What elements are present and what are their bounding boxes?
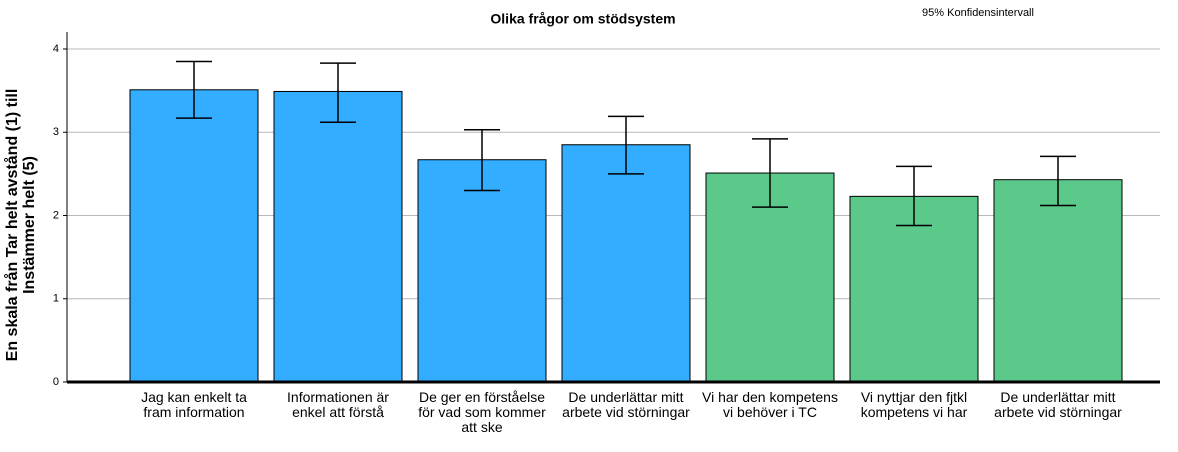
chart-title: Olika frågor om stödsystem — [490, 11, 675, 27]
bar — [273, 90, 403, 383]
y-tick-label: 2 — [53, 209, 59, 221]
x-tick-label: Jag kan enkelt ta fram information — [141, 390, 247, 420]
bar — [849, 195, 979, 383]
x-tick-label: Vi nyttjar den fjtkl kompetens vi har — [860, 390, 968, 420]
error-bar — [608, 115, 644, 175]
annotation: 95% Konfidensintervall — [922, 7, 1034, 19]
x-tick-label-box: De ger en förståelse för vad som kommer … — [418, 390, 546, 435]
y-tick-label: 1 — [53, 293, 59, 305]
error-bar — [1040, 155, 1076, 207]
x-tick-label: De underlättar mitt arbete vid störninga… — [994, 390, 1122, 420]
y-tick-label: 4 — [53, 43, 59, 55]
y-tick-label: 3 — [53, 126, 59, 138]
x-tick-label: Vi har den kompetens vi behöver i TC — [702, 390, 838, 420]
x-tick-label: Informationen är enkel att förstå — [287, 390, 389, 420]
y-axis-label: En skala från Tar helt avstånd (1) till … — [4, 88, 38, 362]
bar — [417, 159, 547, 383]
x-tick-label: De ger en förståelse för vad som kommer … — [418, 390, 546, 435]
y-tick-label: 0 — [53, 376, 59, 388]
error-bar — [464, 129, 500, 192]
x-tick-label-box: De underlättar mitt arbete vid störninga… — [562, 390, 690, 420]
x-tick-label: De underlättar mitt arbete vid störninga… — [562, 390, 690, 420]
x-tick-label-box: Vi nyttjar den fjtkl kompetens vi har — [860, 390, 968, 420]
x-tick-label-box: De underlättar mitt arbete vid störninga… — [994, 390, 1122, 420]
bar — [561, 144, 691, 383]
y-axis-label-box: En skala från Tar helt avstånd (1) till … — [4, 88, 38, 362]
x-tick-label-box: Informationen är enkel att förstå — [287, 390, 389, 420]
error-bar — [896, 165, 932, 227]
bar — [993, 179, 1123, 383]
x-tick-label-box: Vi har den kompetens vi behöver i TC — [702, 390, 838, 420]
x-tick-label-box: Jag kan enkelt ta fram information — [141, 390, 247, 420]
bar — [129, 89, 259, 383]
error-bar — [176, 60, 212, 119]
error-bar — [320, 62, 356, 124]
error-bar — [752, 138, 788, 208]
